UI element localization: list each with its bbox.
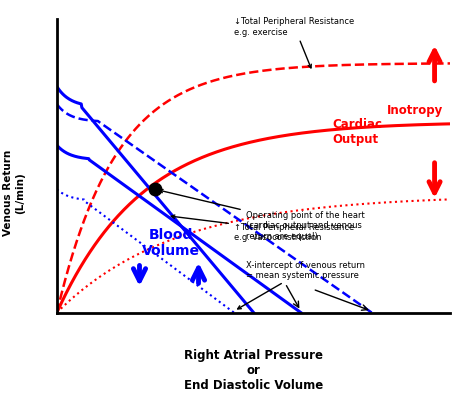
Text: Blood
Volume: Blood Volume — [142, 227, 200, 257]
Text: Inotropy: Inotropy — [387, 104, 444, 117]
Text: ↓Total Peripheral Resistance
e.g. exercise: ↓Total Peripheral Resistance e.g. exerci… — [234, 17, 354, 69]
Text: Cardiac
Output: Cardiac Output — [332, 118, 382, 146]
Text: Right Atrial Pressure
or
End Diastolic Volume: Right Atrial Pressure or End Diastolic V… — [184, 348, 323, 391]
Text: Operating point of the heart
(cardiac output and venous
return are equal): Operating point of the heart (cardiac ou… — [159, 190, 365, 240]
Text: X-intercept of venous return
= mean systemic pressure: X-intercept of venous return = mean syst… — [237, 260, 365, 309]
Text: Cardiac Output
or
Venous Return
(L/min): Cardiac Output or Venous Return (L/min) — [0, 148, 25, 237]
Text: ↑Total Peripheral Resistance
e.g. vasoconstriction: ↑Total Peripheral Resistance e.g. vasoco… — [171, 215, 354, 241]
